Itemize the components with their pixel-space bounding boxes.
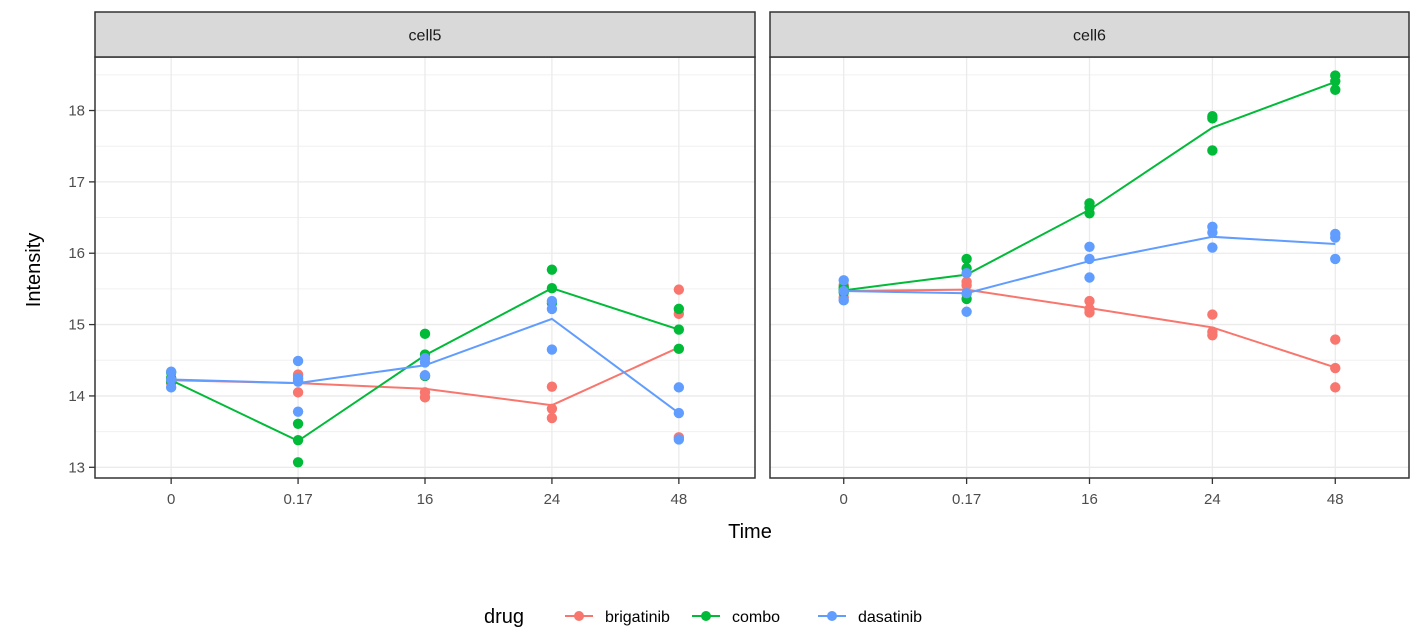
data-point-brigatinib (1330, 382, 1341, 393)
data-point-combo (673, 343, 685, 355)
data-point-dasatinib (1084, 253, 1095, 265)
data-point-dasatinib (838, 285, 849, 297)
panels-layer: cell5 0 0.17 16 24 48 13 14 15 16 17 18 cell6 0 0.17 16… (68, 11, 1410, 508)
data-point-combo (673, 303, 685, 315)
x-tick-label: 48 (1327, 491, 1344, 508)
data-point-dasatinib (961, 306, 972, 317)
legend-label: combo (732, 609, 780, 626)
y-tick-label: 15 (68, 317, 85, 334)
data-point-brigatinib (1084, 303, 1095, 315)
data-point-combo (1084, 198, 1095, 209)
data-point-combo (292, 434, 304, 446)
data-point-dasatinib (1330, 253, 1341, 265)
data-point-combo (419, 328, 431, 340)
x-axis-title: Time (728, 521, 772, 543)
data-point-dasatinib (546, 295, 558, 307)
x-tick-label: 16 (417, 491, 434, 508)
data-point-dasatinib (165, 374, 177, 385)
data-point-brigatinib (546, 412, 558, 424)
data-point-dasatinib (1084, 241, 1095, 253)
facet-strip-label: cell6 (1073, 28, 1106, 45)
x-tick-label: 24 (1204, 491, 1221, 508)
data-point-dasatinib (1207, 221, 1218, 233)
legend-key-point (701, 611, 711, 621)
data-point-dasatinib (292, 355, 304, 367)
data-point-combo (1207, 111, 1218, 122)
facet-panel-cell6: cell6 0 0.17 16 24 48 (769, 11, 1410, 508)
data-point-dasatinib (419, 370, 431, 381)
data-point-combo (292, 457, 304, 468)
data-point-brigatinib (1084, 295, 1095, 307)
data-point-dasatinib (961, 287, 972, 299)
data-point-brigatinib (1207, 309, 1218, 320)
y-tick-label: 18 (68, 103, 85, 120)
y-tick-label: 16 (68, 245, 85, 262)
data-point-dasatinib (546, 344, 558, 355)
data-point-brigatinib (546, 381, 558, 392)
facet-panel-cell5: cell5 0 0.17 16 24 48 13 14 15 16 17 18 (68, 11, 756, 508)
x-tick-label: 0 (167, 491, 175, 508)
data-point-brigatinib (419, 387, 431, 398)
legend-label: dasatinib (858, 609, 922, 626)
legend-key-point (574, 611, 584, 621)
data-point-dasatinib (673, 382, 685, 393)
data-point-dasatinib (1330, 228, 1341, 240)
data-point-dasatinib (1207, 242, 1218, 253)
x-tick-label: 0 (840, 491, 848, 508)
x-tick-label: 48 (671, 491, 688, 508)
facet-strip (94, 11, 756, 58)
x-tick-label: 16 (1081, 491, 1098, 508)
legend-title: drug (484, 606, 524, 628)
legend-entry-brigatinib: brigatinib (565, 609, 670, 626)
data-point-brigatinib (961, 276, 972, 287)
data-point-dasatinib (292, 372, 304, 384)
legend-key-point (827, 611, 837, 621)
x-tick-label: 0.17 (952, 491, 981, 508)
data-point-dasatinib (292, 406, 304, 417)
data-point-brigatinib (546, 403, 558, 414)
y-tick-label: 13 (68, 459, 85, 476)
facet-strip-label: cell5 (409, 28, 442, 45)
data-point-dasatinib (1084, 272, 1095, 283)
data-point-dasatinib (546, 303, 558, 315)
legend-entry-dasatinib: dasatinib (818, 609, 922, 626)
facet-strip (769, 11, 1410, 58)
data-point-combo (673, 324, 685, 335)
data-point-brigatinib (1330, 362, 1341, 374)
data-point-brigatinib (1207, 326, 1218, 337)
y-axis-title: Intensity (23, 233, 45, 307)
data-point-dasatinib (673, 407, 685, 419)
data-point-dasatinib (838, 275, 849, 286)
data-point-combo (546, 282, 558, 294)
data-point-dasatinib (165, 366, 177, 377)
legend-entry-combo: combo (692, 609, 780, 626)
data-point-dasatinib (838, 295, 849, 306)
x-tick-label: 0.17 (283, 491, 312, 508)
data-point-combo (961, 253, 972, 265)
y-tick-label: 17 (68, 174, 85, 191)
data-point-brigatinib (1330, 334, 1341, 345)
y-tick-label: 14 (68, 388, 85, 405)
data-point-combo (546, 264, 558, 275)
data-point-dasatinib (961, 268, 972, 279)
data-point-brigatinib (673, 284, 685, 295)
data-point-dasatinib (165, 382, 177, 393)
data-point-combo (1330, 84, 1341, 96)
data-point-combo (1330, 70, 1341, 81)
x-tick-label: 24 (544, 491, 561, 508)
data-point-dasatinib (673, 434, 685, 445)
data-point-brigatinib (292, 387, 304, 398)
data-point-combo (1207, 145, 1218, 156)
data-point-dasatinib (419, 352, 431, 364)
legend-label: brigatinib (605, 609, 670, 626)
data-point-combo (292, 418, 304, 429)
legend: drug brigatinib combo dasatinib (484, 606, 922, 628)
